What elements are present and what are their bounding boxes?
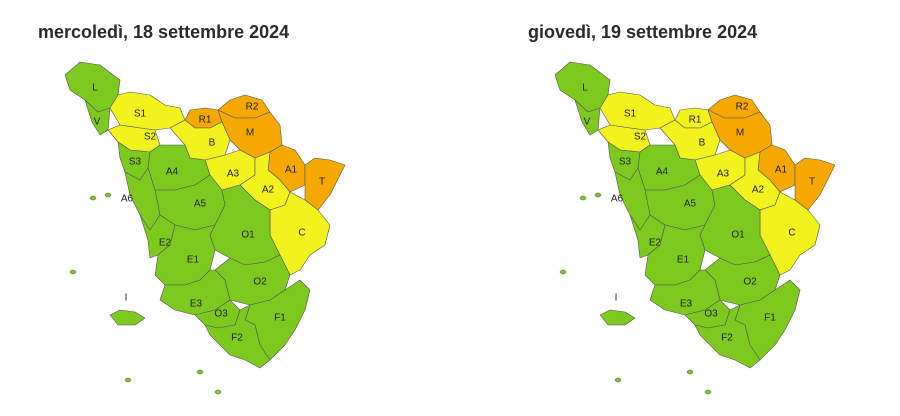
- zone-label: A1: [285, 165, 298, 176]
- map-title: mercoledì, 18 settembre 2024: [38, 22, 290, 42]
- zone: [599, 309, 636, 326]
- islet: [704, 389, 712, 395]
- zone-label: S1: [134, 109, 147, 120]
- zone-label: B: [699, 138, 706, 149]
- zone-label: C: [298, 228, 305, 239]
- map: L V S1 S2 S3 R1 R2 M B A1 T A3 A2 A4 A5 A6 C O1 E2 E1 O2 E3 O3…: [554, 61, 836, 395]
- map-title: giovedì, 19 settembre 2024: [528, 22, 758, 42]
- zone: [204, 304, 271, 369]
- zone-label: E1: [677, 255, 690, 266]
- zone-label: A5: [684, 199, 697, 210]
- zone: [649, 269, 721, 316]
- zone: [707, 109, 773, 159]
- zone-label: R1: [689, 115, 702, 126]
- zone-label: I: [125, 293, 128, 304]
- zone-label: S3: [619, 157, 632, 168]
- zone-label: E1: [187, 255, 200, 266]
- zone-label: S3: [129, 157, 142, 168]
- zone-label: O3: [214, 309, 228, 320]
- zone-label: O2: [253, 277, 267, 288]
- zone: [159, 269, 231, 316]
- zone-label: A6: [121, 194, 134, 205]
- zone-label: R1: [199, 115, 212, 126]
- zone-label: L: [582, 83, 588, 94]
- zone-label: A4: [166, 167, 179, 178]
- zone-label: M: [736, 128, 744, 139]
- zone: [794, 157, 836, 211]
- zone-label: A6: [611, 194, 624, 205]
- zone-label: A2: [752, 185, 765, 196]
- zone: [694, 304, 761, 369]
- zone-label: A3: [227, 169, 240, 180]
- zone-label: E2: [159, 238, 172, 249]
- zone-label: A2: [262, 185, 275, 196]
- zone-label: V: [94, 117, 101, 128]
- islet: [614, 377, 622, 383]
- zone-label: A3: [717, 169, 730, 180]
- zone-label: S2: [634, 132, 647, 143]
- zone-label: A4: [656, 167, 669, 178]
- zone-label: O1: [241, 230, 255, 241]
- zone-label: F2: [721, 333, 733, 344]
- zone: [109, 91, 186, 131]
- zone: [109, 309, 146, 326]
- zone-label: B: [209, 138, 216, 149]
- zone-label: A5: [194, 199, 207, 210]
- zone: [217, 109, 283, 159]
- zone-label: A1: [775, 165, 788, 176]
- islet: [559, 269, 567, 275]
- zone-label: M: [246, 128, 254, 139]
- zone-label: O2: [743, 277, 757, 288]
- zone-label: E2: [649, 238, 662, 249]
- islet: [579, 195, 587, 201]
- zone-label: F1: [764, 313, 776, 324]
- islet: [594, 192, 602, 198]
- zone-label: F2: [231, 333, 243, 344]
- zone-label: L: [92, 83, 98, 94]
- zone-label: S2: [144, 132, 157, 143]
- zone-label: C: [788, 228, 795, 239]
- islet: [69, 269, 77, 275]
- zone: [304, 157, 346, 211]
- islet: [104, 192, 112, 198]
- islet: [124, 377, 132, 383]
- zone: [599, 91, 676, 131]
- zone-label: F1: [274, 313, 286, 324]
- zone-label: E3: [680, 299, 693, 310]
- islet: [214, 389, 222, 395]
- zone-label: T: [319, 177, 325, 188]
- zone-label: T: [809, 177, 815, 188]
- zone-label: E3: [190, 299, 203, 310]
- zone-label: S1: [624, 109, 637, 120]
- zone-label: R2: [246, 102, 259, 113]
- map: L V S1 S2 S3 R1 R2 M B A1 T A3 A2 A4 A5 A6 C O1 E2 E1 O2 E3 O3…: [64, 61, 346, 395]
- zone-label: O3: [704, 309, 718, 320]
- zone-label: R2: [736, 102, 749, 113]
- zone-label: V: [584, 117, 591, 128]
- islet: [196, 369, 204, 375]
- zone-label: I: [615, 293, 618, 304]
- islet: [89, 195, 97, 201]
- islet: [686, 369, 694, 375]
- zone-label: O1: [731, 230, 745, 241]
